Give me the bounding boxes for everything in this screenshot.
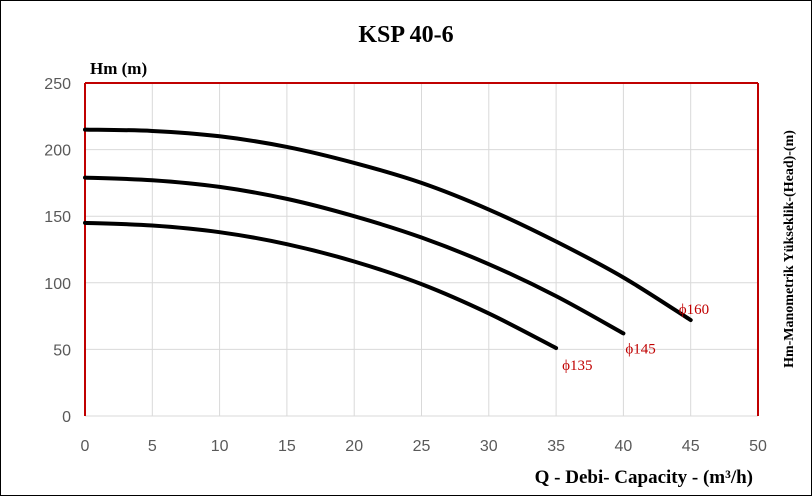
- y-tick-label-0: 0: [62, 409, 71, 426]
- x-tick-label-1: 5: [148, 438, 157, 455]
- x-tick-label-3: 15: [278, 438, 296, 455]
- y-tick-label-2: 100: [44, 276, 71, 293]
- series-curve-1: [83, 220, 559, 351]
- x-tick-label-0: 0: [81, 438, 90, 455]
- chart-title: KSP 40-6: [358, 22, 453, 48]
- x-tick-label-7: 35: [547, 438, 565, 455]
- x-axis-label: Q - Debi- Capacity - (m³/h): [535, 467, 753, 488]
- x-tick-label-6: 30: [480, 438, 498, 455]
- plot-border: [84, 82, 759, 417]
- x-tick-label-5: 25: [413, 438, 431, 455]
- series-label-1: ϕ135: [562, 358, 592, 374]
- series-curve-2: [83, 175, 626, 336]
- y-tick-label-1: 50: [53, 342, 71, 359]
- x-tick-label-2: 10: [211, 438, 229, 455]
- y-axis-label: Hm (m): [90, 59, 147, 78]
- y-tick-label-5: 250: [44, 76, 71, 93]
- y-tick-label-4: 200: [44, 143, 71, 160]
- x-tick-label-4: 20: [345, 438, 363, 455]
- y-tick-label-3: 150: [44, 209, 71, 226]
- x-tick-label-9: 45: [682, 438, 700, 455]
- series: ϕ135 ϕ145 ϕ160: [83, 127, 709, 374]
- series-curve-3: [83, 127, 693, 323]
- series-label-3: ϕ160: [679, 302, 709, 318]
- tick-labels: 0 5 10 15 20 25 30 35 40 45 50 0 50 100 150 200 250: [44, 76, 767, 455]
- right-axis-label: Hm-Manometrik Yükseklik-(Head)-(m): [782, 130, 797, 368]
- series-label-2: ϕ145: [625, 341, 655, 357]
- x-tick-label-10: 50: [749, 438, 767, 455]
- x-tick-label-8: 40: [615, 438, 633, 455]
